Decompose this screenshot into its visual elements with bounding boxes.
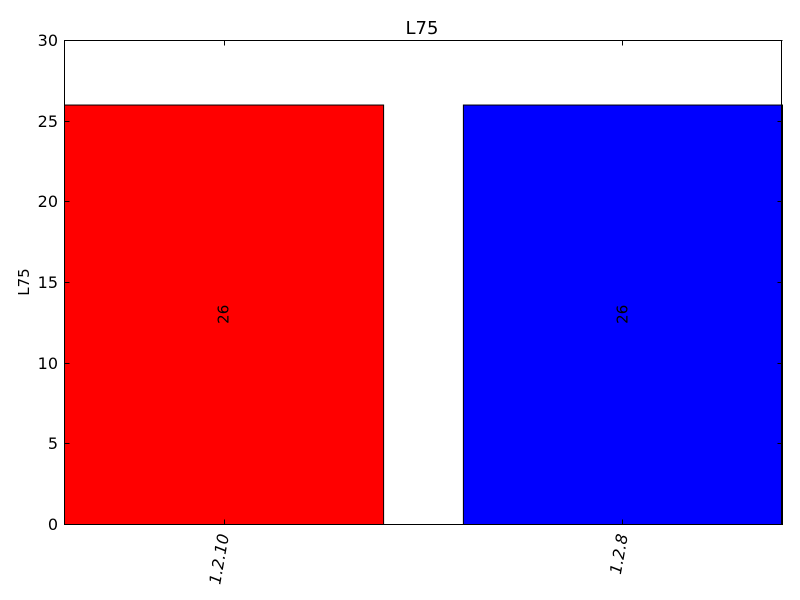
x-tick-label: 1.2.10 [205, 532, 233, 585]
bar-data-label: 26 [215, 305, 233, 324]
y-tick-label: 5 [48, 434, 58, 453]
y-tick-label: 0 [48, 515, 58, 534]
bars-layer [64, 104, 783, 526]
ticks-layer [64, 40, 783, 525]
bar-1-2-10 [64, 104, 385, 526]
y-axis-label: L75 [15, 268, 33, 295]
y-tick-label: 10 [38, 354, 58, 373]
y-tick-label: 30 [38, 31, 58, 50]
x-tick-label: 1.2.8 [606, 532, 632, 575]
y-tick-label: 15 [38, 273, 58, 292]
bar-1-2-8 [462, 104, 783, 526]
chart-title: L75 [406, 18, 439, 39]
y-tick-label: 20 [38, 192, 58, 211]
y-tick-label: 25 [38, 112, 58, 131]
bar-data-label: 26 [613, 305, 631, 324]
